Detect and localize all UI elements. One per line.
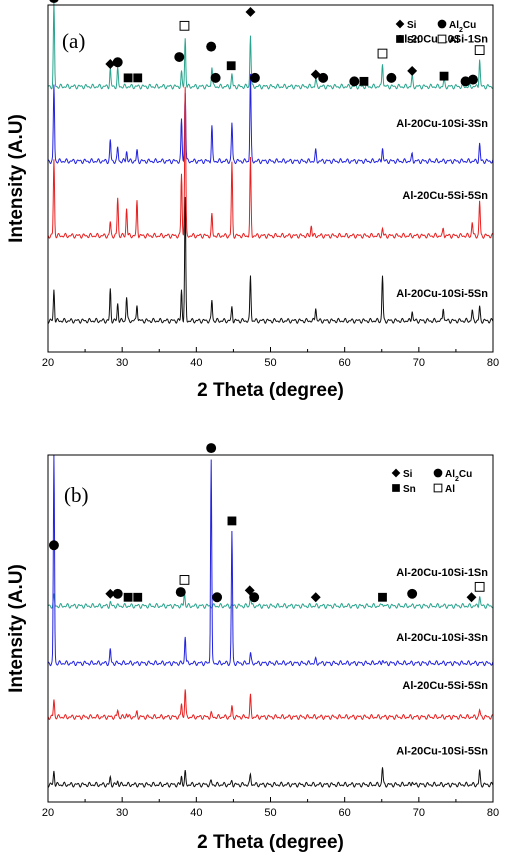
series-label: Al-20Cu-5Si-5Sn: [402, 680, 488, 692]
series-trace: [47, 592, 494, 610]
phase-marker: [386, 72, 397, 83]
x-tick-label: 30: [116, 357, 128, 369]
phase-marker: [133, 73, 143, 83]
phase-marker: [474, 45, 485, 56]
x-tick-label: 80: [487, 357, 499, 369]
phase-marker: [206, 41, 217, 52]
chart-panel-b: Al-20Cu-10Si-1Sn Al-20Cu-10Si-3Sn Al-20Cu-…: [6, 443, 499, 853]
series-trace: [47, 73, 494, 165]
chart-panel-a: Al-20Cu-10Si-1SnAl-20Cu-10Si-3SnAl-20Cu-…: [6, 0, 499, 401]
phase-marker: [310, 592, 321, 603]
legend-label: Al: [445, 484, 455, 495]
series-trace: [47, 86, 494, 239]
phase-marker: [210, 72, 221, 83]
x-tick-label: 20: [42, 807, 54, 819]
phase-marker: [318, 72, 329, 83]
legend-label: Al: [449, 35, 459, 46]
legend-marker: [437, 19, 447, 29]
phase-marker: [226, 61, 236, 71]
phase-marker: [377, 48, 388, 59]
phase-marker: [48, 540, 59, 551]
phase-marker: [206, 443, 217, 454]
x-tick-label: 80: [487, 807, 499, 819]
phase-marker: [407, 65, 418, 76]
x-tick-label: 60: [339, 807, 351, 819]
series-label: Al-20Cu-10Si-5Sn: [396, 746, 488, 758]
series-trace: [47, 1, 494, 90]
legend: Si Al2Cu Sn Al: [395, 19, 476, 46]
legend-marker: [437, 34, 447, 44]
series-trace: [47, 689, 494, 721]
panel-label: (a): [62, 29, 85, 53]
y-axis-title: Intensity (A.U): [6, 114, 27, 243]
x-tick-label: 20: [42, 357, 54, 369]
legend-marker: [433, 483, 443, 493]
phase-marker: [212, 592, 223, 603]
plot-frame: [47, 4, 494, 353]
phase-marker: [359, 76, 369, 86]
x-tick-label: 70: [413, 357, 425, 369]
phase-marker: [227, 516, 237, 526]
phase-marker: [249, 72, 260, 83]
phase-marker: [407, 588, 418, 599]
x-tick-label: 50: [264, 357, 276, 369]
x-axis-title: 2 Theta (degree): [197, 380, 344, 401]
legend-label: Si: [407, 20, 417, 31]
phase-marker: [179, 575, 190, 585]
phase-marker: [378, 592, 387, 602]
phase-marker: [468, 74, 478, 85]
phase-marker: [460, 76, 471, 87]
legend: Si Al2Cu Sn Al: [391, 468, 472, 495]
series-label: Al-20Cu-10Si-3Sn: [396, 632, 488, 644]
phase-marker: [49, 0, 59, 4]
x-tick-label: 50: [264, 807, 276, 819]
series-label: Al-20Cu-10Si-5Sn: [396, 288, 488, 300]
phase-marker: [123, 592, 133, 602]
legend-label: Al2Cu: [449, 20, 476, 34]
phase-marker: [310, 69, 321, 80]
phase-marker: [123, 73, 133, 83]
phase-marker: [112, 57, 123, 68]
series-trace: [47, 767, 494, 788]
legend-marker: [396, 35, 404, 43]
y-axis-title: Intensity (A.U): [6, 564, 27, 693]
legend-label: Sn: [407, 35, 420, 46]
phase-marker: [105, 59, 116, 69]
panel-label: (b): [64, 483, 89, 507]
series-label: Al-20Cu-10Si-3Sn: [396, 118, 488, 130]
phase-marker: [474, 581, 485, 592]
legend-marker: [395, 19, 405, 29]
x-tick-label: 70: [413, 807, 425, 819]
phase-marker: [179, 20, 190, 31]
legend-marker: [391, 468, 401, 478]
x-tick-label: 40: [190, 807, 202, 819]
x-tick-label: 30: [116, 807, 128, 819]
x-tick-label: 40: [190, 357, 202, 369]
series-label: Al-20Cu-10Si-1Sn: [396, 567, 488, 579]
phase-marker: [112, 588, 123, 599]
phase-marker: [466, 592, 477, 603]
legend-label: Sn: [403, 484, 416, 495]
phase-marker: [174, 52, 185, 63]
phase-marker: [105, 588, 116, 599]
phase-marker: [349, 76, 360, 87]
x-axis-title: 2 Theta (degree): [197, 832, 344, 853]
series-trace: [47, 196, 494, 324]
phase-marker: [245, 6, 256, 17]
series-trace: [47, 454, 494, 667]
x-tick-label: 60: [339, 357, 351, 369]
legend-marker: [433, 468, 443, 478]
phase-marker: [249, 592, 260, 603]
legend-label: Al2Cu: [445, 469, 472, 483]
phase-marker: [175, 587, 186, 598]
phase-marker: [133, 592, 143, 602]
legend-marker: [392, 484, 400, 492]
series-label: Al-20Cu-5Si-5Sn: [402, 190, 488, 202]
legend-label: Si: [403, 469, 413, 480]
phase-marker: [439, 71, 449, 81]
